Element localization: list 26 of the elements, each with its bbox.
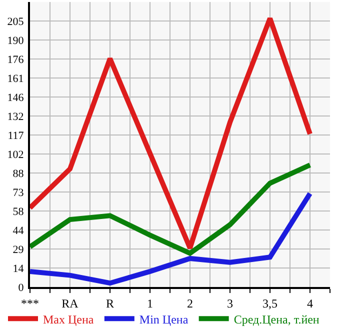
y-tick-label: 146 xyxy=(7,92,24,104)
legend-label: Min Цена xyxy=(139,312,189,326)
y-tick-label: 88 xyxy=(12,168,24,180)
x-tick-label: 3,5 xyxy=(262,296,278,310)
y-tick-label: 58 xyxy=(12,206,24,218)
y-tick-label: 73 xyxy=(12,186,24,199)
x-tick-label: 2 xyxy=(187,296,193,310)
y-tick-label: 117 xyxy=(8,130,24,142)
y-tick-label: 190 xyxy=(7,34,24,47)
x-tick-label: 3 xyxy=(227,296,233,310)
y-tick-label: 176 xyxy=(7,54,24,66)
x-tick-label: RA xyxy=(62,296,79,310)
y-tick-label: 14 xyxy=(12,263,24,276)
y-tick-label: 161 xyxy=(7,72,24,85)
y-tick-label: 102 xyxy=(7,148,24,161)
legend-label: Max Цена xyxy=(43,312,94,326)
x-tick-label: R xyxy=(106,296,114,310)
y-tick-label: 132 xyxy=(7,110,24,123)
x-tick-label: 4 xyxy=(307,296,313,310)
y-tick-label: 205 xyxy=(7,16,24,28)
y-tick-label: 29 xyxy=(12,244,24,256)
x-tick-label: *** xyxy=(21,296,39,310)
y-tick-label: 44 xyxy=(12,224,24,237)
x-tick-label: 1 xyxy=(147,296,153,310)
legend-label: Сред.Цена, т.йен xyxy=(234,312,320,326)
y-tick-label: 0 xyxy=(18,282,24,294)
